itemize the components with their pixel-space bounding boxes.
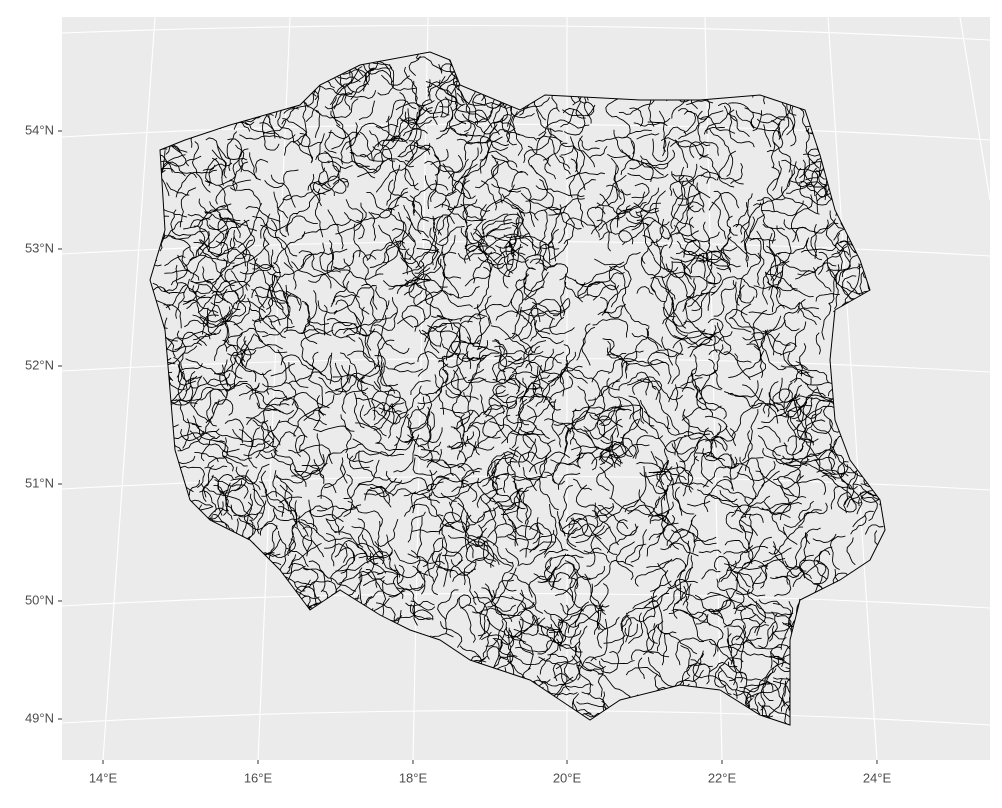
lon-label: 18°E <box>399 770 428 785</box>
lat-label: 53°N <box>25 240 54 255</box>
graticule <box>62 17 990 760</box>
lat-label: 49°N <box>25 710 54 725</box>
lon-label: 22°E <box>708 770 737 785</box>
lat-label: 52°N <box>25 357 54 372</box>
lon-label: 24°E <box>863 770 892 785</box>
lon-label: 16°E <box>244 770 273 785</box>
lat-label: 51°N <box>25 475 54 490</box>
lon-label: 14°E <box>89 770 118 785</box>
lat-label: 54°N <box>25 122 54 137</box>
lat-label: 50°N <box>25 592 54 607</box>
lon-label: 20°E <box>553 770 582 785</box>
axis-labels: 54°N 53°N 52°N 51°N 50°N 49°N 14°E 16°E 18°E 20°E… <box>25 122 892 785</box>
panel <box>62 17 990 760</box>
